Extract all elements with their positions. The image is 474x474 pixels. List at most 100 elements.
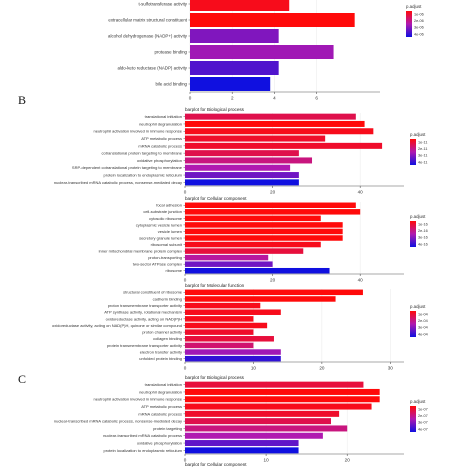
bar — [190, 29, 279, 43]
bar — [185, 396, 380, 403]
category-label: electron transfer activity — [140, 349, 182, 354]
category-label: ribosome — [166, 268, 183, 273]
bar — [185, 113, 356, 120]
bar — [185, 135, 326, 142]
category-label: ATP metabolic process — [141, 136, 182, 141]
legend-colorbar — [410, 221, 416, 247]
bar — [185, 418, 331, 425]
category-label: bile acid binding — [156, 82, 188, 87]
bar — [185, 440, 299, 447]
bar — [185, 120, 365, 127]
chart-title: barplot for Molecular function — [185, 283, 245, 288]
x-tick-label: 0 — [184, 278, 187, 283]
bar — [190, 77, 271, 91]
chart-title: barplot for Biological process — [185, 375, 245, 380]
x-tick-label: 20 — [270, 278, 276, 283]
legend-title: p.adjust — [410, 132, 426, 137]
x-tick-label: 10 — [264, 458, 270, 463]
category-label: cotranslational protein targeting to mem… — [102, 151, 183, 156]
x-tick-label: 0 — [184, 190, 187, 195]
legend-tick-label: 3e-07 — [418, 421, 428, 425]
bar — [185, 296, 336, 302]
legend-tick-label: 1e-07 — [418, 407, 428, 411]
bar — [185, 202, 356, 209]
bar — [185, 302, 261, 309]
category-label: neutrophil activation involved in immune… — [94, 129, 183, 134]
category-label: protein localization to endoplasmic reti… — [104, 448, 183, 453]
bar — [185, 179, 299, 186]
legend-tick-label: 2e-06 — [414, 19, 424, 23]
category-label: protein localization to endoplasmic reti… — [104, 172, 183, 177]
bar — [185, 128, 374, 135]
bar — [185, 228, 343, 235]
legend-tick-label: 4e-11 — [418, 160, 427, 164]
category-label: t-sulfotransferase activity — [138, 2, 187, 7]
category-label: focal adhesion — [156, 203, 182, 208]
bar — [185, 241, 321, 248]
legend-tick-label: 1e-04 — [418, 312, 428, 316]
category-label: ATP metabolic process — [141, 404, 182, 409]
category-label: proton-transporting — [148, 255, 182, 260]
chart-panel-0: t-sulfotransferase activity extracellular… — [108, 0, 424, 101]
panel-letter-c: C — [18, 372, 26, 386]
x-tick-label: 0 — [184, 366, 187, 371]
bar — [185, 381, 364, 388]
x-tick-label: 0 — [184, 458, 187, 463]
legend-colorbar — [410, 311, 416, 337]
legend-tick-label: 4e-06 — [414, 32, 424, 36]
bar — [185, 425, 348, 432]
category-label: protein targeting — [153, 426, 182, 431]
legend-tick-label: 2e-04 — [418, 319, 428, 323]
bar — [185, 355, 281, 362]
category-label: mRNA catabolic process — [138, 143, 182, 148]
bar — [185, 336, 274, 342]
legend-tick-label: 4e-04 — [418, 332, 428, 336]
bar — [185, 172, 299, 179]
x-tick-label: 40 — [358, 278, 364, 283]
legend-tick-label: 2e-07 — [418, 414, 428, 418]
bar — [190, 0, 290, 11]
category-label: alcohol dehydrogenase (NADP+) activity — [108, 34, 188, 39]
legend-tick-label: 3e-16 — [418, 236, 428, 240]
chart-title: barplot for Cellular component — [185, 462, 247, 467]
legend-tick-label: 1e-16 — [418, 222, 428, 226]
bar — [185, 447, 299, 454]
chart-title: barplot for Cellular component — [185, 196, 247, 201]
x-tick-label: 10 — [251, 366, 257, 371]
chart-panel-3: barplot for Molecular functionstructural… — [52, 283, 428, 371]
bar — [185, 403, 372, 410]
bar — [185, 215, 321, 222]
legend-title: p.adjust — [406, 4, 422, 9]
panel-letter-b: B — [18, 93, 26, 107]
x-tick-label: 20 — [270, 190, 276, 195]
category-label: nuclear-transcribed mRNA catabolic proce… — [54, 180, 182, 185]
legend-tick-label: 3e-11 — [418, 154, 427, 158]
category-label: ATP synthase activity, rotational mechan… — [104, 310, 182, 315]
chart-panel-5: barplot for Cellular component — [185, 462, 247, 467]
legend-tick-label: 3e-04 — [418, 326, 428, 330]
category-label: vesicle lumen — [158, 229, 182, 234]
legend-tick-label: 1e-11 — [418, 140, 427, 144]
category-label: proton channel activity — [142, 330, 182, 335]
category-label: neutrophil degranulation — [139, 389, 182, 394]
chart-panel-4: barplot for Biological processtranslatio… — [54, 375, 428, 463]
bar — [185, 235, 343, 241]
bar — [185, 410, 340, 417]
bar — [185, 209, 361, 215]
x-tick-label: 20 — [319, 366, 325, 371]
bar — [185, 222, 343, 228]
category-label: two-sector ATPase complex — [133, 262, 182, 267]
category-label: neutrophil degranulation — [139, 121, 182, 126]
bar — [185, 342, 254, 349]
category-label: unfolded protein binding — [139, 356, 182, 361]
bar — [185, 157, 313, 164]
category-label: secretory granule lumen — [139, 235, 182, 240]
legend-tick-label: 2e-16 — [418, 229, 428, 233]
chart-title: barplot for Biological process — [185, 107, 245, 112]
bar — [185, 164, 291, 171]
category-label: proton transmembrane transporter activit… — [108, 303, 182, 308]
category-label: oxidoreductase activity, acting on NAD(P… — [106, 316, 183, 321]
bar — [185, 329, 254, 335]
category-label: cytosolic ribosome — [149, 216, 183, 221]
chart-panel-1: barplot for Biological processtranslatio… — [54, 107, 428, 195]
